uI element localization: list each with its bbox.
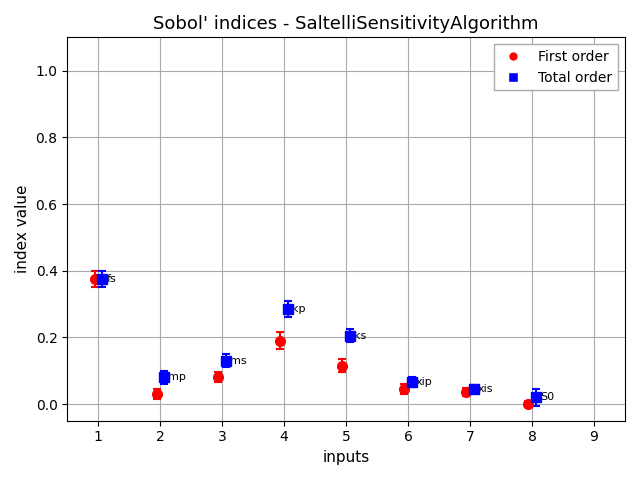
- Title: Sobol' indices - SaltelliSensitivityAlgorithm: Sobol' indices - SaltelliSensitivityAlgo…: [154, 15, 539, 33]
- Text: S0: S0: [540, 392, 554, 402]
- X-axis label: inputs: inputs: [323, 450, 370, 465]
- Text: mp: mp: [168, 372, 186, 383]
- Legend: First order, Total order: First order, Total order: [494, 44, 618, 90]
- Text: ms: ms: [230, 356, 247, 366]
- Text: fs: fs: [106, 274, 116, 284]
- Text: kp: kp: [292, 304, 306, 314]
- Text: ks: ks: [354, 331, 367, 341]
- Text: xip: xip: [416, 377, 433, 387]
- Y-axis label: index value: index value: [15, 185, 30, 273]
- Text: xis: xis: [478, 384, 493, 394]
